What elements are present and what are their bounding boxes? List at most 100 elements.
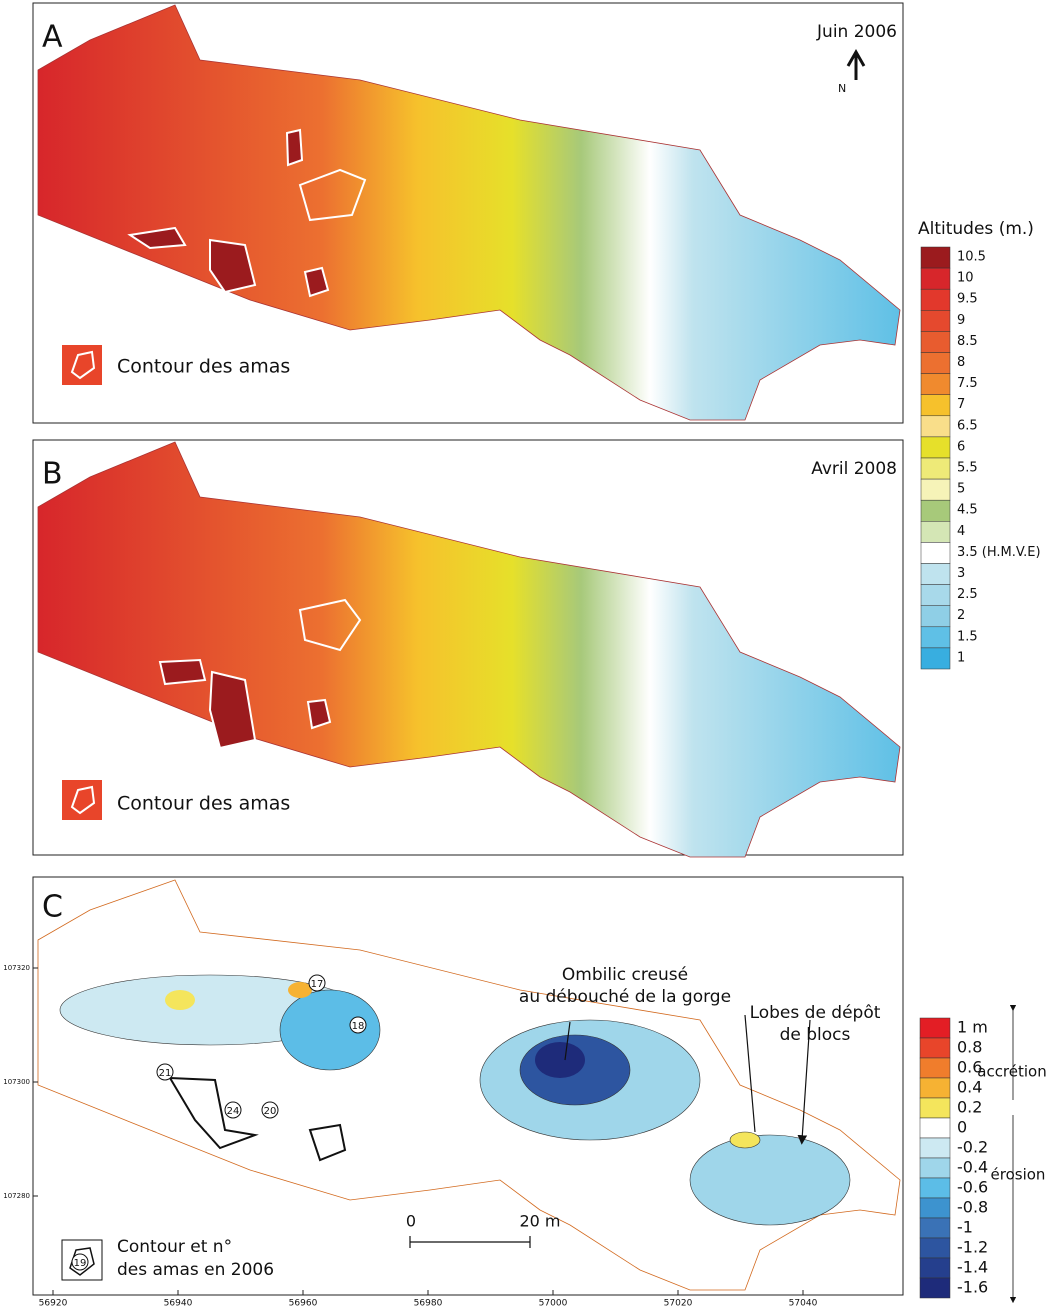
legend-entry: -1.4 <box>957 1258 988 1277</box>
legend-label: des amas en 2006 <box>117 1260 274 1280</box>
legend-entry: -1 <box>957 1218 973 1237</box>
legend-swatch <box>919 1217 951 1239</box>
annotation: au débouché de la gorge <box>519 987 731 1007</box>
legend-swatch <box>920 310 951 332</box>
amas-number: 18 <box>352 1021 365 1032</box>
legend-swatch <box>920 584 951 606</box>
panel-frame <box>32 439 904 856</box>
legend-entry: -0.4 <box>957 1158 988 1177</box>
north-label: N <box>838 82 846 95</box>
panel-date: Avril 2008 <box>811 459 897 479</box>
scale-label: 20 m <box>519 1212 560 1231</box>
panel-letter: A <box>42 20 63 55</box>
legend-swatch <box>920 626 951 649</box>
legend-entry: 0.6 <box>957 1058 982 1077</box>
panel-date: Juin 2006 <box>816 22 897 42</box>
legend-entry: 1.5 <box>957 629 978 644</box>
legend-swatch <box>919 1237 951 1259</box>
amas-marker <box>349 1016 367 1034</box>
amas-number: 17 <box>311 979 324 990</box>
legend-entry: 0 <box>957 1118 967 1137</box>
amas-number: 20 <box>264 1106 277 1117</box>
y-tick-label: 107320 <box>3 964 30 972</box>
legend-entry: 10.5 <box>957 250 986 265</box>
legend-swatch <box>920 542 951 564</box>
amas-marker <box>308 974 326 992</box>
legend-swatch <box>919 1277 951 1299</box>
layout <box>32 2 1013 1300</box>
legend-entry: -1.2 <box>957 1238 988 1257</box>
amas-marker <box>224 1101 242 1119</box>
legend-title: Altitudes (m.) <box>918 219 1034 239</box>
annotation: de blocs <box>780 1025 851 1045</box>
legend-entry: 3 <box>957 566 965 581</box>
legend-swatch <box>919 1177 951 1199</box>
legend-entry: 7.5 <box>957 376 978 391</box>
legend-entry: 2 <box>957 608 965 623</box>
legend-swatch <box>919 1037 951 1059</box>
legend-swatch <box>920 521 951 543</box>
legend-swatch <box>920 415 951 438</box>
x-tick-label: 57020 <box>664 1299 693 1309</box>
legend-swatch <box>920 373 951 395</box>
amas-number: 19 <box>74 1258 87 1269</box>
x-tick-label: 56980 <box>414 1299 443 1309</box>
amas-number: 21 <box>159 1068 172 1079</box>
annotation: Ombilic creusé <box>562 965 688 985</box>
legend-entry: -1.6 <box>957 1278 988 1297</box>
scale-label: 0 <box>406 1212 416 1231</box>
map-b <box>37 441 901 858</box>
map-c <box>37 879 1013 1300</box>
legend-label: Contour des amas <box>117 356 290 378</box>
legend-entry: 4 <box>957 524 965 539</box>
x-tick-label: 56920 <box>39 1299 68 1309</box>
legend-note: érosion <box>991 1166 1046 1184</box>
legend-entry: -0.2 <box>957 1138 988 1157</box>
legend-entry: 0.2 <box>957 1098 982 1117</box>
legend-swatch <box>920 563 951 585</box>
y-tick-label: 107300 <box>3 1078 30 1086</box>
legend-label: Contour des amas <box>117 793 290 815</box>
legend-swatch <box>919 1017 951 1039</box>
legend-swatch <box>920 499 951 522</box>
legend-entry: 6.5 <box>957 418 978 433</box>
legend-swatch <box>920 352 951 374</box>
legend-swatch <box>919 1197 951 1219</box>
legend-label: Contour et n° <box>117 1237 232 1257</box>
legend-swatch <box>919 1057 951 1079</box>
x-tick-label: 56960 <box>289 1299 318 1309</box>
legend-swatch <box>920 246 951 269</box>
map-a <box>37 4 901 421</box>
legend-entry: 5.5 <box>957 461 978 476</box>
legend-entry: 9 <box>957 313 965 328</box>
legend-entry: 3.5 (H.M.V.E) <box>957 545 1041 560</box>
panel-frame <box>32 876 904 1296</box>
panel-letter: C <box>42 890 63 925</box>
legend-entry: 2.5 <box>957 587 978 602</box>
legend-entry: 8 <box>957 355 965 370</box>
annotation: Lobes de dépôt <box>750 1003 881 1023</box>
legend-swatch <box>919 1137 951 1159</box>
legend-entry: 0.8 <box>957 1038 982 1057</box>
x-tick-label: 57040 <box>789 1299 818 1309</box>
x-tick-label: 57000 <box>539 1299 568 1309</box>
legend-entry: 4.5 <box>957 503 978 518</box>
legend-swatch <box>920 478 951 501</box>
legend-swatch <box>920 288 951 311</box>
legend-swatch <box>920 436 951 459</box>
y-tick-label: 107280 <box>3 1192 30 1200</box>
legend-swatch <box>919 1097 951 1119</box>
panel-frame <box>32 2 904 424</box>
amas-marker <box>261 1101 279 1119</box>
legend-swatch <box>920 647 951 670</box>
legend-swatch <box>920 331 951 353</box>
legend-entry: 7 <box>957 397 965 412</box>
legend-entry: 1 m <box>957 1018 988 1037</box>
legend-swatch <box>919 1157 951 1179</box>
legend-entry: 8.5 <box>957 334 978 349</box>
amas-marker <box>156 1063 174 1081</box>
legend-swatch <box>920 267 951 290</box>
amas-number: 24 <box>227 1106 240 1117</box>
legend-swatch <box>919 1117 951 1139</box>
